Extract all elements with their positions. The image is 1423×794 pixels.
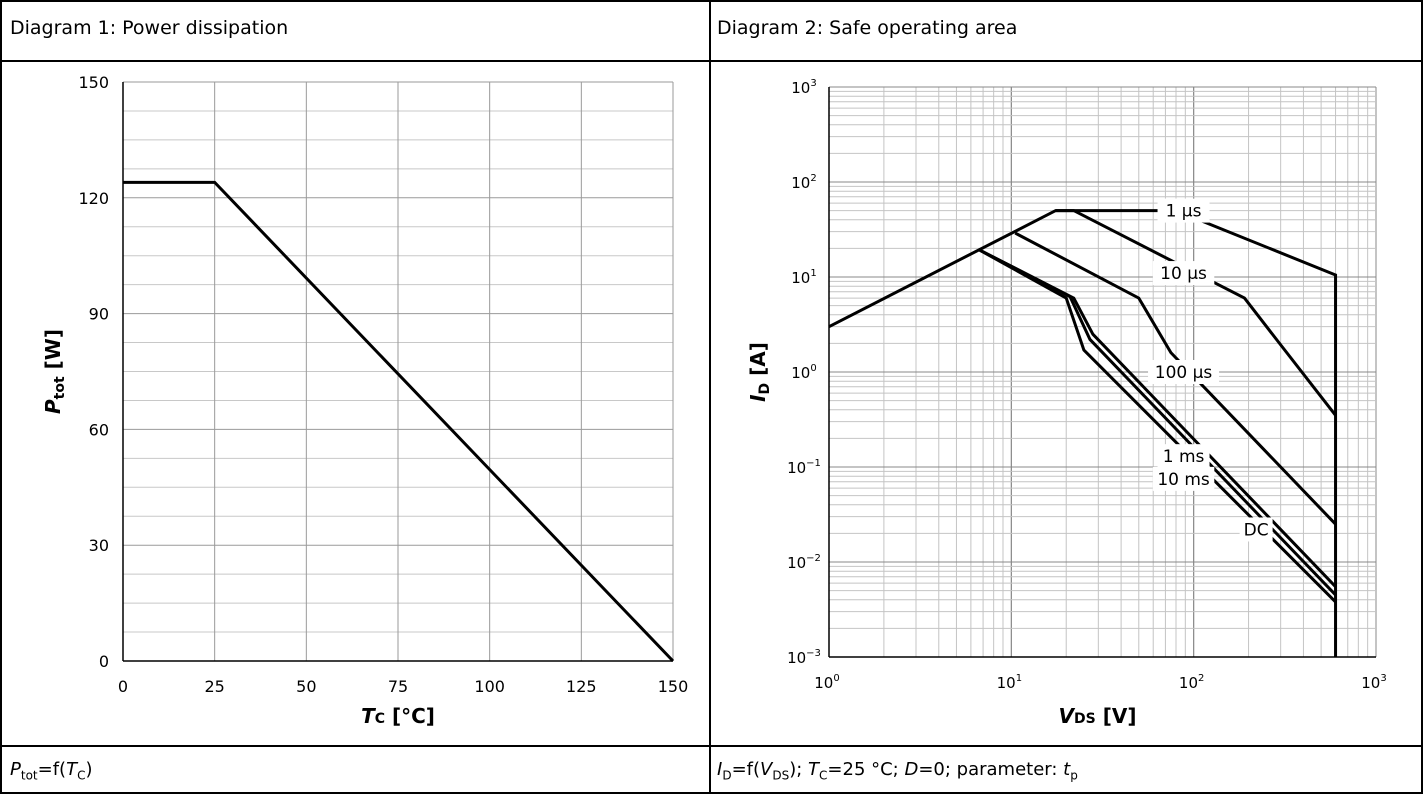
curve-annotation-label: 1 µs <box>1166 202 1202 222</box>
y-tick-label: 120 <box>78 189 109 208</box>
power-curve-line <box>123 180 675 663</box>
caption-subscript: C <box>819 768 828 783</box>
soa-curve-line <box>1014 231 1337 526</box>
annotation-background <box>1148 360 1220 384</box>
diagram-1-caption: Ptot=f(TC) <box>10 759 93 783</box>
y-tick-label: 100 <box>791 363 816 382</box>
table-border-top <box>0 0 1423 2</box>
caption-symbol: D <box>904 759 919 780</box>
soa-curve-line <box>977 248 1337 603</box>
table-border-middle <box>709 0 711 794</box>
caption-symbol: V <box>760 759 773 780</box>
x-tick-label: 102 <box>1179 673 1204 692</box>
annotation-background <box>1157 198 1210 223</box>
caption-text: =0; parameter: <box>918 759 1064 780</box>
caption-subscript: DS <box>772 768 790 783</box>
caption-text: ) <box>85 759 93 780</box>
curve-annotation-label: 1 ms <box>1163 447 1205 467</box>
table-border-header <box>0 60 1423 62</box>
table-border-bottom <box>0 792 1423 794</box>
y-axis-label: Ptot [W] <box>41 329 68 414</box>
safe-operating-area-chart: 100 101 102 103 10−3 10−2 10−1 100 101 102 103 VDS … <box>746 78 1387 728</box>
caption-subscript: C <box>77 768 86 783</box>
x-tick-label: 25 <box>204 677 224 696</box>
diagram-2-caption: ID=f(VDS); TC=25 °C; D=0; parameter: tp <box>717 759 1078 783</box>
y-tick-label: 10−1 <box>787 458 821 477</box>
y-tick-label: 103 <box>791 78 816 97</box>
annotation-background <box>1152 466 1215 491</box>
diagram-2-title: Diagram 2: Safe operating area <box>717 17 1018 39</box>
y-tick-label: 10−3 <box>787 648 821 667</box>
x-tick-label: 50 <box>296 677 316 696</box>
y-tick-label: 0 <box>99 652 109 671</box>
y-tick-label: 102 <box>791 173 816 192</box>
y-tick-label: 60 <box>89 420 109 439</box>
caption-symbol: P <box>10 759 21 780</box>
x-tick-label: 100 <box>474 677 505 696</box>
x-tick-label: 0 <box>118 677 128 696</box>
curve-annotation-label: 10 µs <box>1160 264 1207 284</box>
diagram-1-title: Diagram 1: Power dissipation <box>10 17 289 39</box>
soa-curve-line <box>1055 209 1337 417</box>
caption-subscript: tot <box>20 768 38 783</box>
caption-symbol: t <box>1063 759 1071 780</box>
y-axis-label: ID [A] <box>746 342 773 402</box>
caption-symbol: T <box>66 759 78 780</box>
annotation-background <box>1157 444 1210 469</box>
table-border-right <box>1421 0 1423 794</box>
caption-text: =f( <box>731 759 761 780</box>
x-tick-label: 150 <box>658 677 689 696</box>
caption-symbol: I <box>717 759 723 780</box>
caption-text: =25 °C; <box>827 759 905 780</box>
curve-annotation-label: 100 µs <box>1155 363 1213 383</box>
caption-text: =f( <box>37 759 67 780</box>
y-tick-label: 150 <box>78 73 109 92</box>
x-tick-label: 100 <box>814 673 839 692</box>
caption-text: ); <box>789 759 809 780</box>
annotation-background <box>1239 517 1273 542</box>
y-tick-label: 90 <box>89 305 109 324</box>
y-tick-label: 30 <box>89 536 109 555</box>
power-dissipation-chart: 0 25 50 75 100 125 150 0 30 60 90 120 150 TC [°C] Ptot… <box>41 73 689 728</box>
x-tick-label: 125 <box>566 677 597 696</box>
x-axis-label: VDS [V] <box>1059 704 1137 728</box>
table-border-left <box>0 0 2 794</box>
caption-symbol: T <box>808 759 820 780</box>
curve-annotation-label: 10 ms <box>1157 470 1210 490</box>
soa-curve-line <box>828 209 1338 657</box>
y-tick-label: 101 <box>791 268 816 287</box>
curve-annotation-label: DC <box>1244 520 1269 540</box>
soa-curve-line <box>977 248 1337 588</box>
caption-subscript: D <box>722 768 732 783</box>
x-axis-label: TC [°C] <box>361 704 435 728</box>
y-tick-label: 10−2 <box>787 553 821 572</box>
x-tick-label: 101 <box>997 673 1022 692</box>
table-border-caption <box>0 745 1423 747</box>
x-tick-label: 75 <box>388 677 408 696</box>
caption-subscript: p <box>1070 768 1078 783</box>
x-tick-label: 103 <box>1361 673 1386 692</box>
annotation-background <box>1152 261 1215 286</box>
